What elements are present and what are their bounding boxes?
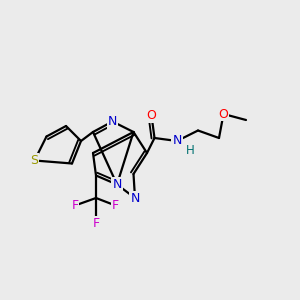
Text: N: N bbox=[108, 115, 117, 128]
Text: F: F bbox=[112, 199, 119, 212]
Text: S: S bbox=[31, 154, 38, 167]
Text: O: O bbox=[219, 107, 228, 121]
Text: O: O bbox=[147, 109, 156, 122]
Text: F: F bbox=[92, 217, 100, 230]
Text: N: N bbox=[130, 191, 140, 205]
Text: H: H bbox=[186, 143, 195, 157]
Text: F: F bbox=[71, 199, 79, 212]
Text: N: N bbox=[172, 134, 182, 148]
Text: N: N bbox=[112, 178, 122, 191]
